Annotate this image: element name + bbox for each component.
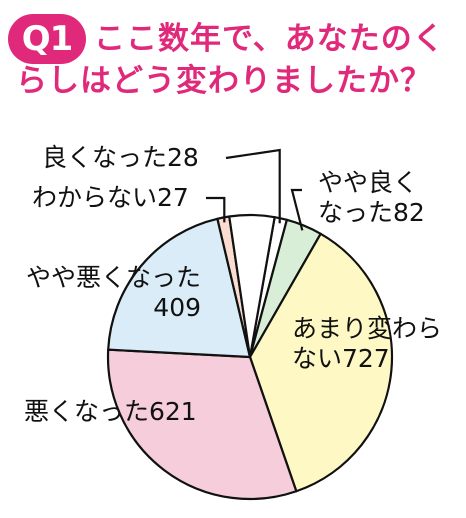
label-no-change: あまり変わら ない727	[292, 314, 442, 374]
label-slightly-bad: やや悪くなった 409	[26, 263, 201, 323]
label-bad: 悪くなった621	[24, 397, 197, 426]
label-no-change-line1: あまり変わら	[292, 314, 443, 343]
pie-slice-bad	[106, 348, 298, 501]
label-slightly-bad-line1: やや悪くなった	[26, 263, 202, 292]
label-good: 良くなった28	[42, 143, 199, 172]
pie-slice-no-answer	[228, 213, 276, 359]
leader-line-good	[225, 148, 281, 224]
pie-slice-no-change	[248, 232, 394, 493]
label-slightly-good-line1: やや良く	[318, 168, 419, 197]
leader-line-slightly-good	[290, 188, 304, 231]
label-slightly-bad-line2: 409	[153, 293, 202, 322]
pie-slice-slightly-bad	[107, 217, 252, 359]
label-slightly-good-line2: なった82	[318, 198, 425, 227]
leader-line-unknown	[206, 196, 226, 223]
label-unknown: わからない27	[32, 183, 189, 212]
label-slightly-good: やや良く なった82	[318, 168, 425, 228]
question-title: ここ数年で、あなたのくらしはどう変わりましたか？	[16, 21, 445, 99]
label-no-change-line2: ない727	[292, 344, 390, 373]
question-badge: Q1	[8, 14, 86, 64]
